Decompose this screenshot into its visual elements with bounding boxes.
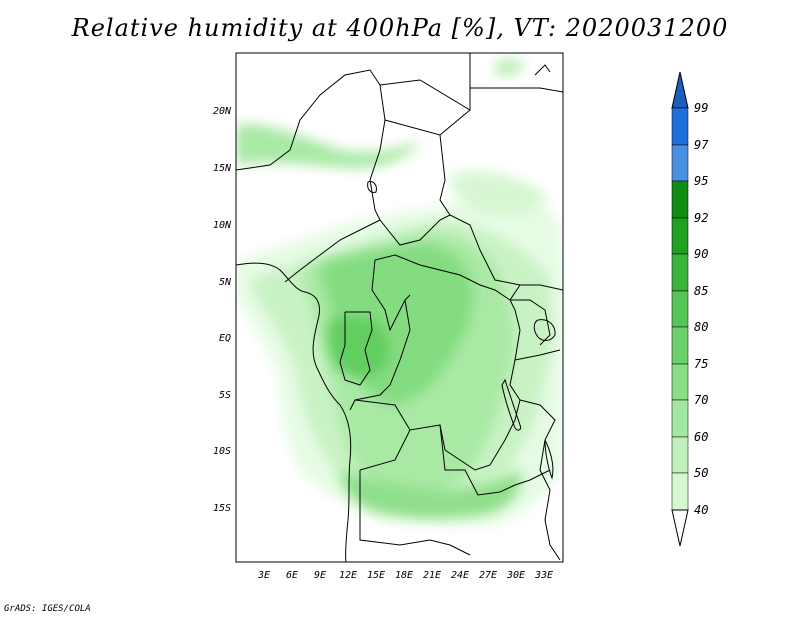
lon-tick: 15E <box>367 570 385 581</box>
colorbar-label: 80 <box>694 320 708 334</box>
border-drc <box>349 299 521 471</box>
lon-tick: 18E <box>395 570 413 581</box>
colorbar-label: 92 <box>694 211 708 225</box>
lon-tick: 6E <box>286 570 298 581</box>
lat-tick: 5S <box>219 390 231 401</box>
coastline-west <box>236 262 352 562</box>
colorbar-segment <box>671 363 689 401</box>
colorbar-label: 97 <box>694 138 709 152</box>
colorbar-bottom-arrow <box>671 509 689 547</box>
lat-tick: 15N <box>213 163 232 174</box>
colorbar-top-arrow <box>671 71 689 109</box>
map-title: Relative humidity at 400hPa [%], VT: 202… <box>71 14 729 42</box>
rh-east-patch <box>450 171 545 216</box>
colorbar-segment <box>671 107 689 146</box>
colorbar-segment <box>671 290 689 328</box>
border-chad <box>379 53 521 286</box>
lon-tick: 30E <box>506 570 525 581</box>
border-congo <box>339 259 411 386</box>
colorbar-label: 95 <box>694 174 708 188</box>
colorbar-label: 50 <box>694 466 708 480</box>
border-angola-zambia <box>359 424 551 556</box>
border-nigeria-cameroon <box>236 69 386 283</box>
lat-tick: EQ <box>219 333 231 344</box>
colorbar-label: 40 <box>694 503 708 517</box>
rh-northeast-patch <box>495 58 525 77</box>
borders <box>236 53 563 562</box>
lon-tick: 33E <box>534 570 553 581</box>
lat-tick: 10N <box>213 220 232 231</box>
lat-tick: 20N <box>213 106 232 117</box>
lake-tanganyika <box>501 378 521 431</box>
colorbar-segment <box>671 326 689 365</box>
lon-tick: 24E <box>451 570 469 581</box>
lon-tick: 12E <box>339 570 357 581</box>
lon-tick: 9E <box>314 570 326 581</box>
colorbar-segment <box>671 144 689 182</box>
colorbar-segment <box>671 180 689 219</box>
colorbar-label: 99 <box>694 101 708 115</box>
grads-credit: GrADS: IGES/COLA <box>4 604 91 614</box>
lake-victoria <box>533 319 556 341</box>
lon-tick: 27E <box>479 570 497 581</box>
colorbar-label: 85 <box>694 284 708 298</box>
rh-80-region <box>327 316 389 377</box>
border-car <box>374 214 521 301</box>
northeast-border <box>470 64 563 93</box>
colorbar-segment <box>671 253 689 292</box>
lon-tick: 3E <box>257 570 270 581</box>
border-east <box>510 284 563 561</box>
humidity-field <box>236 53 563 562</box>
colorbar-label: 75 <box>694 357 708 371</box>
colorbar: 99 97 95 92 90 85 80 75 70 60 50 40 <box>671 71 709 547</box>
colorbar-segment <box>671 436 689 474</box>
lon-axis: 3E 6E 9E 12E 15E 18E 21E 24E 27E 30E 33E <box>257 570 553 581</box>
colorbar-segment <box>671 472 689 511</box>
rh-south-band <box>340 470 521 518</box>
colorbar-segment <box>671 399 689 438</box>
lat-tick: 5N <box>219 277 232 288</box>
lon-tick: 21E <box>423 570 441 581</box>
rh-north-band <box>236 124 420 169</box>
lat-axis: 20N 15N 10N 5N EQ 5S 10S 15S <box>213 106 232 514</box>
map-frame <box>235 52 564 563</box>
lat-tick: 10S <box>213 446 231 457</box>
colorbar-segment <box>671 217 689 255</box>
lake-malawi <box>544 439 554 480</box>
lat-tick: 15S <box>213 503 231 514</box>
colorbar-label: 60 <box>694 430 708 444</box>
colorbar-label: 90 <box>694 247 708 261</box>
lake-chad <box>367 181 377 193</box>
colorbar-label: 70 <box>694 393 708 407</box>
